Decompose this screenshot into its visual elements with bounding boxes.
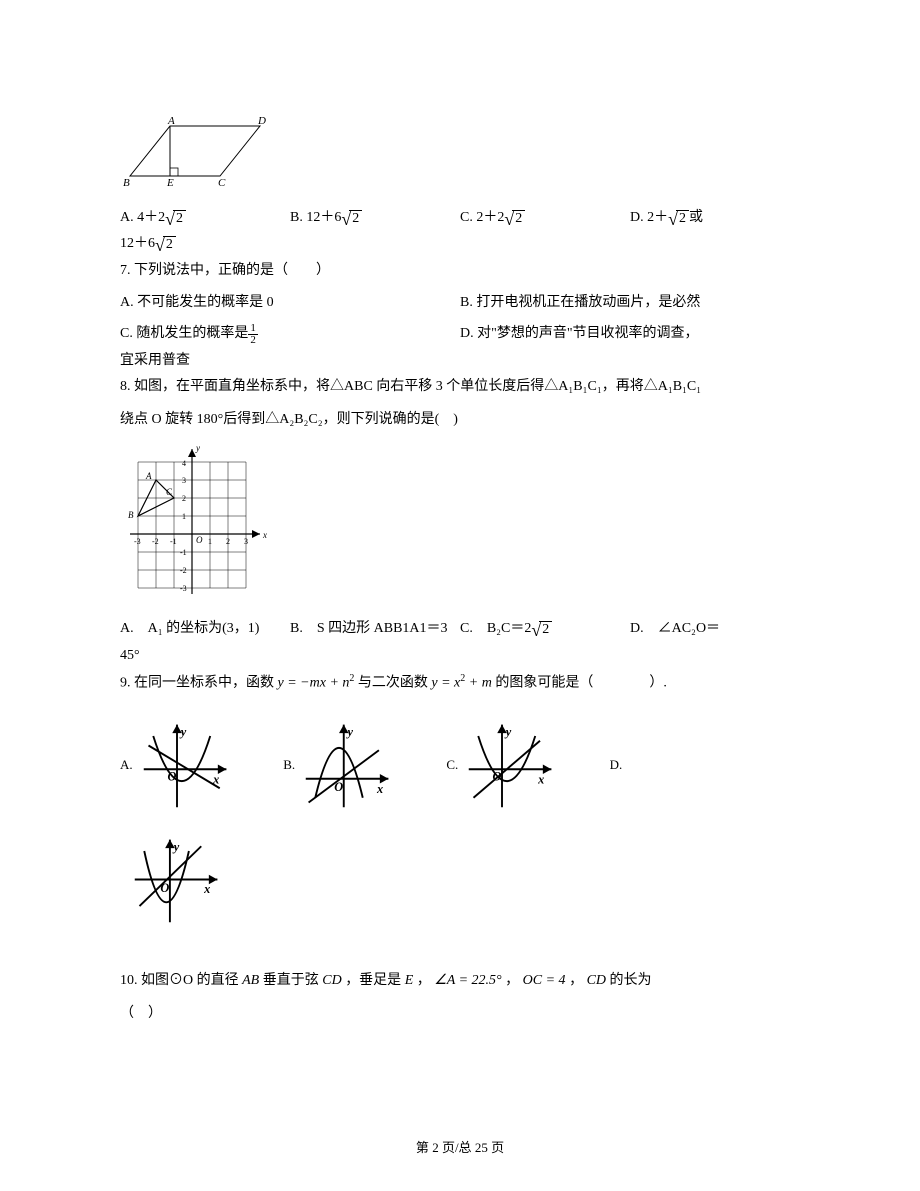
q9-graph-a: y x O bbox=[139, 717, 234, 812]
svg-text:A: A bbox=[167, 116, 175, 127]
svg-text:y: y bbox=[504, 725, 512, 739]
q10-stem: 10. 如图⊙O 的直径 AB 垂直于弦 CD ，垂足是 E ， ∠A = 22… bbox=[120, 968, 800, 995]
q9-graph-b: y x O bbox=[301, 717, 396, 812]
svg-text:3: 3 bbox=[182, 476, 186, 485]
coordinate-grid-svg: x y O A B C -3 -2 -1 1 2 3 1 2 3 4 -1 -2 -3 bbox=[120, 439, 275, 599]
q9-label-c: C. bbox=[446, 753, 458, 778]
svg-text:y: y bbox=[195, 443, 200, 453]
svg-text:O: O bbox=[196, 535, 203, 545]
q6-parallelogram-figure: A D B C E bbox=[120, 116, 800, 199]
q7-option-c: C. 随机发生的概率是 1 2 bbox=[120, 321, 460, 348]
svg-text:C: C bbox=[218, 177, 226, 188]
q6-option-d-trailing: 12＋6 √2 bbox=[120, 231, 176, 258]
q7-option-d: D. 对"梦想的声音"节目收视率的调查， bbox=[460, 321, 800, 348]
q9-label-d: D. bbox=[610, 753, 623, 778]
q9-graphs-row: A. y x O B. y x O C. bbox=[120, 717, 800, 812]
q7-stem: 7. 下列说法中，正确的是（ ） bbox=[120, 258, 800, 285]
svg-text:C: C bbox=[166, 487, 173, 497]
parallelogram-svg: A D B C E bbox=[120, 116, 270, 188]
q8-stem-line2: 绕点 O 旋转 180°后得到△A₂B₂C₂，则下列说确的是( ) bbox=[120, 407, 800, 434]
q8-option-d: D. ∠AC₂O＝ bbox=[630, 616, 800, 643]
q6-option-c: C. 2＋2 √2 bbox=[460, 205, 630, 232]
svg-text:O: O bbox=[167, 770, 176, 784]
q9-label-b: B. bbox=[283, 753, 295, 778]
q9-stem: 9. 在同一坐标系中，函数 y = −mx + n2 与二次函数 y = x2 … bbox=[120, 669, 800, 697]
q9-graph-d: y x O bbox=[130, 832, 225, 927]
q9-graph-d-wrap: y x O bbox=[130, 832, 800, 938]
svg-text:2: 2 bbox=[182, 494, 186, 503]
q8-stem-line1: 8. 如图，在平面直角坐标系中，将△ABC 向右平移 3 个单位长度后得△A₁B… bbox=[120, 374, 800, 401]
svg-text:O: O bbox=[160, 881, 169, 895]
svg-text:x: x bbox=[262, 530, 267, 540]
svg-text:3: 3 bbox=[244, 537, 248, 546]
q8-option-a: A. A₁ 的坐标为(3，1) bbox=[120, 616, 290, 643]
svg-text:A: A bbox=[145, 471, 152, 481]
q7-option-a: A. 不可能发生的概率是 0 bbox=[120, 290, 460, 317]
svg-text:-1: -1 bbox=[180, 548, 187, 557]
svg-text:-2: -2 bbox=[180, 566, 187, 575]
svg-text:-2: -2 bbox=[152, 537, 159, 546]
svg-text:E: E bbox=[166, 177, 174, 188]
sqrt-icon: √2 bbox=[165, 210, 186, 226]
sqrt-icon: √2 bbox=[341, 210, 362, 226]
svg-text:4: 4 bbox=[182, 459, 186, 468]
svg-text:-3: -3 bbox=[180, 584, 187, 593]
q7-options-row1: A. 不可能发生的概率是 0 B. 打开电视机正在播放动画片，是必然 bbox=[120, 290, 800, 317]
svg-text:-3: -3 bbox=[134, 537, 141, 546]
q8-option-d-trailing: 45° bbox=[120, 643, 800, 670]
svg-text:x: x bbox=[537, 773, 544, 787]
svg-text:x: x bbox=[376, 782, 383, 796]
svg-text:y: y bbox=[178, 725, 186, 739]
q6-option-b: B. 12＋6 √2 bbox=[290, 205, 460, 232]
svg-text:x: x bbox=[212, 773, 219, 787]
svg-text:x: x bbox=[203, 882, 210, 896]
svg-text:-1: -1 bbox=[170, 537, 177, 546]
svg-text:1: 1 bbox=[208, 537, 212, 546]
svg-text:2: 2 bbox=[226, 537, 230, 546]
q7-option-b: B. 打开电视机正在播放动画片，是必然 bbox=[460, 290, 800, 317]
fraction-one-half: 1 2 bbox=[248, 323, 258, 346]
q7-trailing: 宜采用普查 bbox=[120, 348, 800, 375]
svg-text:B: B bbox=[128, 510, 134, 520]
q8-coordinate-grid-figure: x y O A B C -3 -2 -1 1 2 3 1 2 3 4 -1 -2 -3 bbox=[120, 439, 800, 610]
svg-text:y: y bbox=[346, 725, 354, 739]
sqrt-icon: √2 bbox=[668, 210, 689, 226]
q8-options: A. A₁ 的坐标为(3，1) B. S 四边形 ABB1A1＝3 C. B₂C… bbox=[120, 616, 800, 643]
page-footer: 第 2 页/总 25 页 bbox=[0, 1136, 920, 1161]
svg-text:D: D bbox=[257, 116, 266, 127]
q9-graph-c: y x O bbox=[464, 717, 559, 812]
q6-option-d: D. 2＋ √2 或 bbox=[630, 205, 800, 232]
q6-option-a: A. 4＋2 √2 bbox=[120, 205, 290, 232]
q10-stem-line2: （ ） bbox=[120, 1001, 800, 1028]
q9-label-a: A. bbox=[120, 753, 133, 778]
svg-text:O: O bbox=[493, 770, 502, 784]
svg-text:y: y bbox=[172, 840, 180, 854]
sqrt-icon: √2 bbox=[531, 621, 552, 637]
q8-option-c: C. B₂C＝2 √2 bbox=[460, 616, 630, 643]
svg-text:1: 1 bbox=[182, 512, 186, 521]
sqrt-icon: √2 bbox=[504, 210, 525, 226]
q6-options: A. 4＋2 √2 B. 12＋6 √2 C. 2＋2 √2 D. 2＋ √2 … bbox=[120, 205, 800, 232]
q8-option-b: B. S 四边形 ABB1A1＝3 bbox=[290, 616, 460, 643]
svg-text:B: B bbox=[123, 177, 130, 188]
sqrt-icon: √2 bbox=[155, 236, 176, 252]
q7-options-row2: C. 随机发生的概率是 1 2 D. 对"梦想的声音"节目收视率的调查， bbox=[120, 321, 800, 348]
svg-text:O: O bbox=[334, 780, 343, 794]
